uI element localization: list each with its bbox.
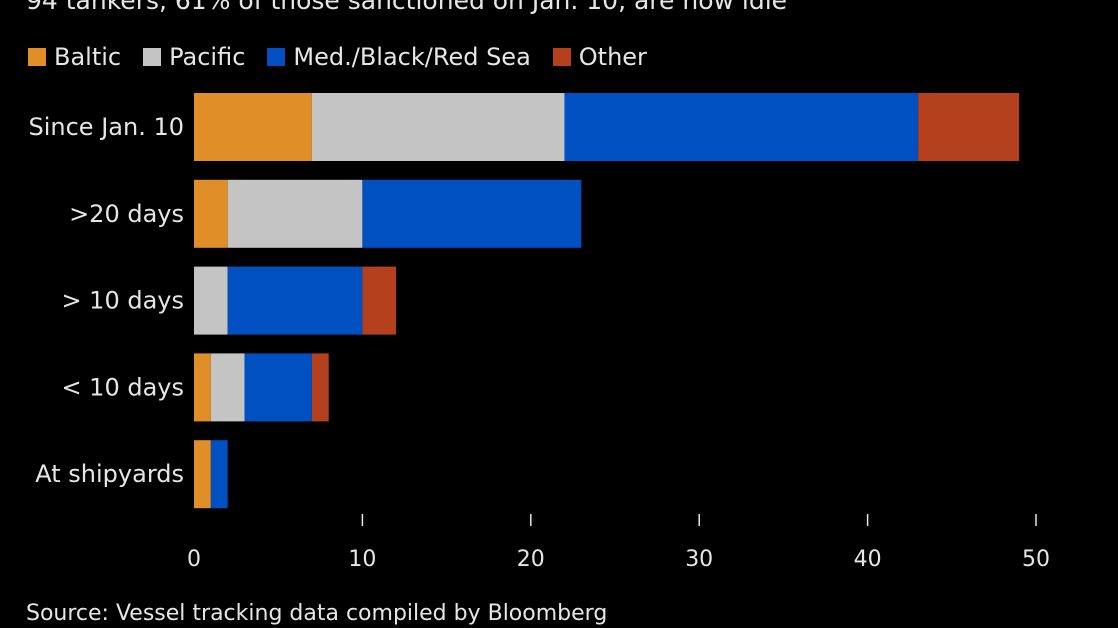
x-tick-label: 30 — [685, 547, 713, 572]
bar-segment-pacific — [311, 93, 565, 161]
x-tick-label: 50 — [1022, 547, 1050, 572]
category-label: < 10 days — [61, 373, 184, 401]
legend-item-other: Other — [552, 43, 647, 71]
bar-segment-med-black-red-sea — [227, 266, 363, 335]
category-label: >20 days — [69, 200, 184, 228]
bar-segment-med-black-red-sea — [362, 179, 582, 248]
category-label: At shipyards — [35, 460, 184, 488]
bar-segment-pacific — [210, 353, 245, 422]
x-tick-label: 40 — [854, 547, 882, 572]
legend-swatch — [552, 48, 571, 66]
x-tick-label: 0 — [187, 547, 201, 572]
legend-label: Pacific — [169, 43, 246, 71]
legend-item-med-black-red-sea: Med./Black/Red Sea — [267, 43, 531, 71]
bar-segment-pacific — [227, 179, 363, 248]
category-label: Since Jan. 10 — [29, 113, 185, 141]
legend-label: Other — [578, 43, 647, 71]
bar-segment-pacific — [194, 266, 228, 335]
legend: Baltic Pacific Med./Black/Red Sea Other — [28, 40, 669, 74]
legend-swatch — [267, 48, 286, 66]
bar-group-10-days — [194, 266, 397, 335]
bar-segment-other — [362, 266, 397, 335]
legend-item-pacific: Pacific — [143, 43, 245, 71]
x-tick-label: 20 — [517, 547, 545, 572]
bar-group-10-days — [194, 353, 329, 422]
bar-segment-other — [311, 353, 329, 422]
bar-segment-baltic — [194, 93, 312, 161]
chart-subtitle: 94 tankers, 61% of those sanctioned on J… — [26, 0, 788, 15]
bar-segment-med-black-red-sea — [564, 93, 919, 161]
bar-segment-other — [918, 93, 1020, 161]
category-label: > 10 days — [61, 287, 184, 315]
bar-segment-baltic — [194, 440, 211, 509]
source-note: Source: Vessel tracking data compiled by… — [26, 601, 608, 626]
bar-segment-baltic — [194, 353, 211, 422]
bar-segment-baltic — [194, 179, 228, 248]
legend-swatch — [28, 48, 46, 66]
bar-group-20-days — [194, 179, 582, 248]
legend-label: Baltic — [54, 43, 122, 71]
bar-group-since-jan-10 — [194, 93, 1020, 161]
x-tick-label: 10 — [348, 547, 376, 572]
bar-segment-med-black-red-sea — [210, 440, 228, 509]
legend-label: Med./Black/Red Sea — [293, 43, 531, 71]
bar-group-at-shipyards — [194, 440, 228, 509]
legend-swatch — [143, 48, 162, 66]
legend-item-baltic: Baltic — [28, 43, 121, 71]
bar-segment-med-black-red-sea — [244, 353, 312, 422]
